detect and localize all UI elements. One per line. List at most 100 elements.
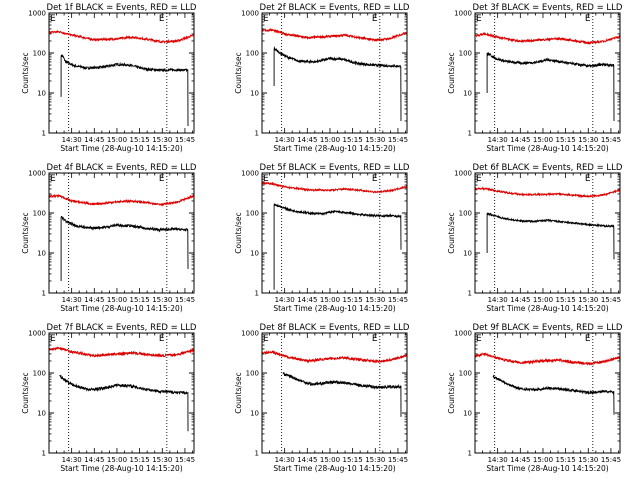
y-tick-label: 1	[255, 130, 259, 138]
detector-panel-3: Det 3f BLACK = Events, RED = LLD 1 10 100 10…	[447, 3, 623, 153]
marker-label: E	[585, 174, 591, 184]
x-axis-label: Start Time (28-Aug-10 14:15:20)	[60, 464, 182, 473]
marker-label: E	[476, 14, 482, 24]
y-tick-label: 1	[42, 130, 46, 138]
x-tick-label: 14:30	[488, 456, 508, 464]
marker-label: E	[50, 174, 56, 184]
detector-panel-9: Det 9f BLACK = Events, RED = LLD 1 10 100 10…	[447, 323, 623, 473]
x-axis-label: Start Time (28-Aug-10 14:15:20)	[60, 304, 182, 313]
panel-title: Det 4f BLACK = Events, RED = LLD	[47, 163, 197, 173]
x-tick-label: 15:30	[365, 456, 385, 464]
detector-panel-4: Det 4f BLACK = Events, RED = LLD 1 10 100 10…	[21, 163, 197, 313]
plot-frame	[261, 172, 408, 294]
x-tick-label: 15:15	[556, 456, 576, 464]
y-tick-label: 1	[468, 130, 472, 138]
detector-panel-6: Det 6f BLACK = Events, RED = LLD 1 10 100 10…	[447, 163, 623, 313]
x-tick-label: 14:30	[275, 136, 295, 144]
y-tick-label: 1000	[454, 330, 472, 338]
panel-title: Det 1f BLACK = Events, RED = LLD	[47, 3, 197, 13]
y-axis-label: Counts/sec	[21, 212, 30, 253]
marker-label: E	[476, 334, 482, 344]
y-tick-label: 1	[255, 450, 259, 458]
marker-label: E	[50, 14, 56, 24]
x-tick-label: 15:45	[175, 296, 195, 304]
x-tick-label: 15:30	[578, 296, 598, 304]
x-tick-label: 15:30	[152, 136, 172, 144]
panel-title: Det 2f BLACK = Events, RED = LLD	[260, 3, 410, 13]
x-tick-label: 14:30	[488, 296, 508, 304]
detector-panel-2: Det 2f BLACK = Events, RED = LLD 1 10 100 10…	[234, 3, 410, 153]
plot-frame	[261, 12, 408, 134]
y-tick-label: 10	[37, 250, 46, 258]
plot-frame	[474, 172, 621, 294]
y-tick-label: 100	[459, 210, 472, 218]
marker-label: E	[372, 334, 378, 344]
y-tick-label: 1000	[454, 10, 472, 18]
y-tick-label: 1	[42, 290, 46, 298]
y-tick-label: 1	[255, 290, 259, 298]
x-tick-label: 15:00	[533, 136, 553, 144]
x-axis-label: Start Time (28-Aug-10 14:15:20)	[273, 144, 395, 153]
y-tick-label: 1	[468, 290, 472, 298]
x-tick-label: 15:00	[320, 136, 340, 144]
y-axis-label: Counts/sec	[447, 52, 456, 93]
y-tick-label: 1000	[241, 330, 259, 338]
marker-label: E	[476, 174, 482, 184]
x-axis-label: Start Time (28-Aug-10 14:15:20)	[60, 144, 182, 153]
x-tick-label: 15:15	[130, 456, 150, 464]
events-rate-line	[60, 54, 189, 127]
x-tick-label: 14:45	[297, 296, 317, 304]
y-tick-label: 100	[459, 50, 472, 58]
y-tick-label: 1000	[241, 170, 259, 178]
marker-label: E	[585, 14, 591, 24]
x-tick-label: 14:45	[510, 296, 530, 304]
y-tick-label: 1000	[454, 170, 472, 178]
lld-rate-line	[474, 186, 621, 199]
x-tick-label: 15:30	[152, 456, 172, 464]
x-tick-label: 14:45	[84, 456, 104, 464]
marker-label: E	[50, 334, 56, 344]
y-tick-label: 10	[250, 250, 259, 258]
x-tick-label: 15:30	[365, 296, 385, 304]
lld-rate-line	[474, 31, 621, 46]
x-axis-label: Start Time (28-Aug-10 14:15:20)	[486, 304, 608, 313]
x-tick-label: 15:45	[388, 296, 408, 304]
x-tick-label: 14:30	[275, 296, 295, 304]
x-tick-label: 14:30	[488, 136, 508, 144]
x-tick-label: 14:45	[84, 296, 104, 304]
marker-label: E	[263, 14, 269, 24]
x-tick-label: 15:45	[601, 136, 621, 144]
marker-label: E	[263, 174, 269, 184]
y-tick-label: 100	[246, 210, 259, 218]
x-tick-label: 15:15	[130, 296, 150, 304]
y-tick-label: 10	[463, 250, 472, 258]
x-tick-label: 14:45	[510, 456, 530, 464]
events-rate-line	[59, 374, 189, 432]
lld-rate-line	[48, 29, 195, 45]
x-tick-label: 15:45	[601, 296, 621, 304]
x-tick-label: 15:00	[107, 456, 127, 464]
y-tick-label: 100	[33, 370, 46, 378]
y-tick-label: 100	[33, 50, 46, 58]
marker-label: E	[372, 14, 378, 24]
x-tick-label: 15:45	[601, 456, 621, 464]
marker-label: E	[159, 174, 165, 184]
x-tick-label: 14:45	[297, 456, 317, 464]
x-tick-label: 14:45	[510, 136, 530, 144]
panel-title: Det 9f BLACK = Events, RED = LLD	[473, 323, 623, 333]
panel-title: Det 5f BLACK = Events, RED = LLD	[260, 163, 410, 173]
y-tick-label: 1000	[28, 330, 46, 338]
y-tick-label: 10	[37, 410, 46, 418]
panel-title: Det 7f BLACK = Events, RED = LLD	[47, 323, 197, 333]
panel-title: Det 8f BLACK = Events, RED = LLD	[260, 323, 410, 333]
plot-frame	[261, 332, 408, 454]
y-tick-label: 100	[33, 210, 46, 218]
x-tick-label: 15:00	[533, 456, 553, 464]
events-rate-line	[282, 371, 402, 417]
x-tick-label: 15:00	[107, 296, 127, 304]
x-tick-label: 14:45	[297, 136, 317, 144]
panel-title: Det 6f BLACK = Events, RED = LLD	[473, 163, 623, 173]
x-tick-label: 14:30	[275, 456, 295, 464]
marker-label: E	[585, 334, 591, 344]
y-tick-label: 1000	[28, 10, 46, 18]
